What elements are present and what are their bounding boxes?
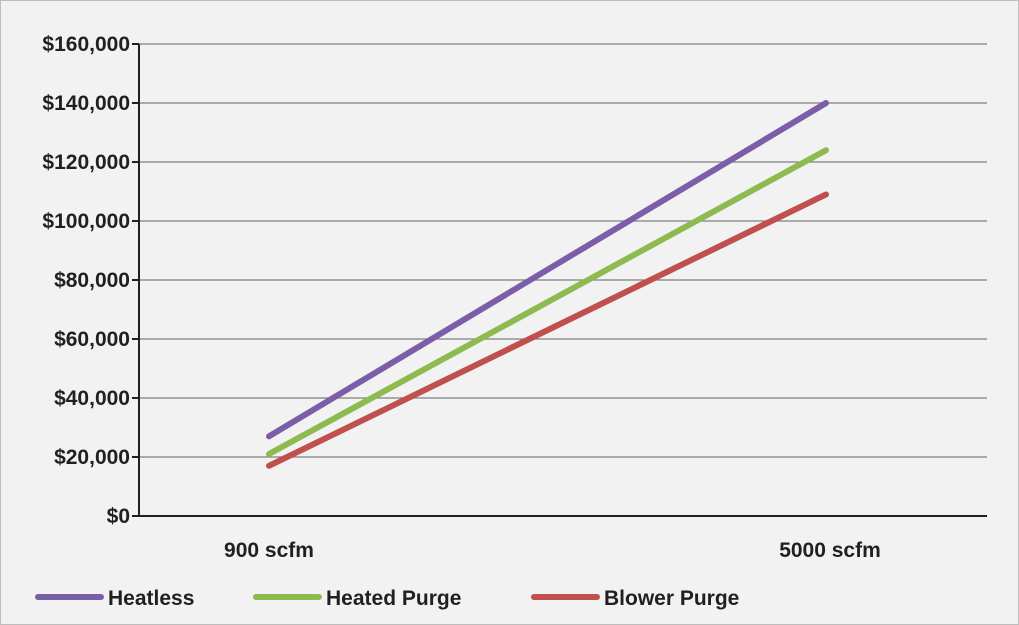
series-line-blower-purge	[266, 191, 829, 469]
legend: Heatless Heated Purge Blower Purge	[35, 587, 739, 610]
y-tick-label: $40,000	[54, 387, 130, 410]
x-tick-label: 5000 scfm	[779, 539, 881, 562]
legend-label: Heated Purge	[326, 587, 461, 610]
y-tick-label: $80,000	[54, 269, 130, 292]
y-tick-label: $140,000	[42, 92, 130, 115]
y-tick-labels: $0 $20,000 $40,000 $60,000 $80,000 $100,000 $1…	[42, 33, 130, 528]
y-tick-label: $20,000	[54, 446, 130, 469]
legend-label: Heatless	[108, 587, 194, 610]
x-tick-labels: 900 scfm 5000 scfm	[224, 539, 881, 562]
legend-item-heatless: Heatless	[35, 587, 194, 610]
legend-item-heated-purge: Heated Purge	[253, 587, 461, 610]
y-tick-label: $100,000	[42, 210, 130, 233]
series-line-heatless	[266, 100, 829, 440]
y-tick-label: $120,000	[42, 151, 130, 174]
series-lines	[266, 100, 829, 469]
y-tick-label: $160,000	[42, 33, 130, 56]
legend-item-blower-purge: Blower Purge	[531, 587, 739, 610]
gridlines	[132, 43, 987, 517]
series-line-heated-purge	[266, 147, 829, 458]
y-tick-label: $0	[107, 505, 130, 528]
legend-label: Blower Purge	[604, 587, 739, 610]
x-tick-label: 900 scfm	[224, 539, 314, 562]
y-tick-label: $60,000	[54, 328, 130, 351]
